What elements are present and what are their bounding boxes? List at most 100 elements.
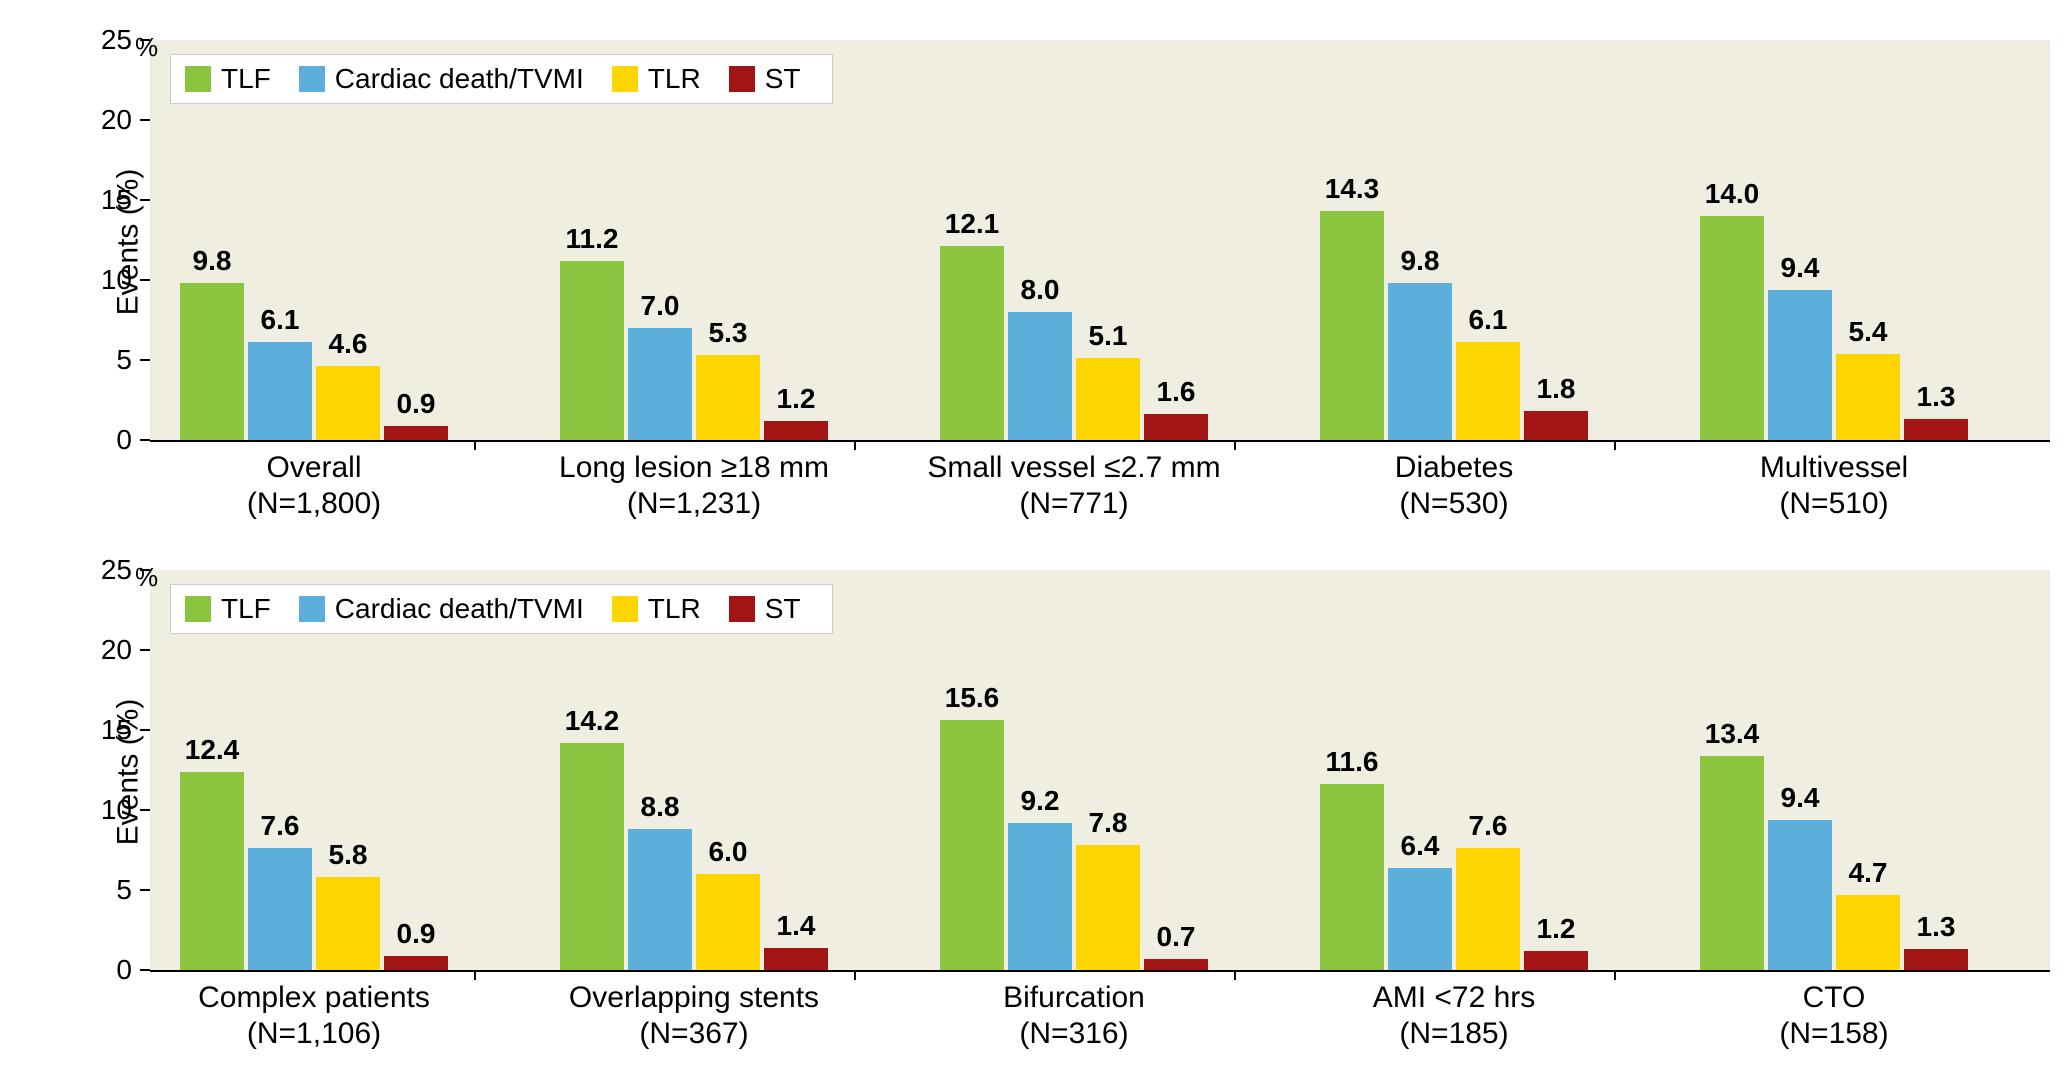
bar-tlf <box>180 283 244 440</box>
category-label-line1: Long lesion ≥18 mm <box>514 450 874 486</box>
category-label-line2: (N=316) <box>894 1016 1254 1052</box>
x-tick-mark <box>1234 970 1236 980</box>
bar-value-label: 9.4 <box>1758 252 1842 284</box>
y-tick-mark <box>140 649 150 651</box>
category-label: Multivessel(N=510) <box>1654 450 2014 522</box>
bar-tlr <box>1836 895 1900 970</box>
bar-tlr <box>1076 845 1140 970</box>
bar-value-label: 7.8 <box>1066 807 1150 839</box>
category-label: CTO(N=158) <box>1654 980 2014 1052</box>
category-label-line2: (N=1,106) <box>134 1016 494 1052</box>
y-axis-unit: % <box>135 32 158 63</box>
bar-value-label: 5.3 <box>686 317 770 349</box>
bar-value-label: 4.6 <box>306 328 390 360</box>
y-tick-label: 15 <box>82 714 132 746</box>
bar-value-label: 9.4 <box>1758 782 1842 814</box>
bar-st <box>1904 419 1968 440</box>
y-tick-mark <box>140 279 150 281</box>
category-label: Long lesion ≥18 mm(N=1,231) <box>514 450 874 522</box>
y-tick-label: 10 <box>82 794 132 826</box>
y-tick-label: 20 <box>82 634 132 666</box>
legend-swatch-tlr <box>612 596 638 622</box>
bar-value-label: 9.8 <box>1378 245 1462 277</box>
bar-tlf <box>1320 211 1384 440</box>
bar-value-label: 0.9 <box>374 388 458 420</box>
x-tick-mark <box>1614 970 1616 980</box>
bar-tlf <box>940 246 1004 440</box>
bar-cdmi <box>248 342 312 440</box>
legend: TLFCardiac death/TVMITLRST <box>170 584 833 634</box>
y-tick-mark <box>140 729 150 731</box>
bar-tlr <box>696 874 760 970</box>
bar-value-label: 7.6 <box>1446 810 1530 842</box>
legend-swatch-st <box>729 596 755 622</box>
bar-tlr <box>316 877 380 970</box>
bar-value-label: 8.0 <box>998 274 1082 306</box>
bar-value-label: 14.3 <box>1310 173 1394 205</box>
bar-st <box>1144 414 1208 440</box>
x-tick-mark <box>854 440 856 450</box>
legend-swatch-tlr <box>612 66 638 92</box>
y-tick-mark <box>140 969 150 971</box>
y-tick-mark <box>140 359 150 361</box>
bar-value-label: 1.4 <box>754 910 838 942</box>
bar-st <box>1144 959 1208 970</box>
category-label: Diabetes(N=530) <box>1274 450 1634 522</box>
bar-st <box>1524 951 1588 970</box>
y-tick-mark <box>140 809 150 811</box>
category-label: Overall(N=1,800) <box>134 450 494 522</box>
bar-value-label: 1.2 <box>754 383 838 415</box>
category-label-line1: Small vessel ≤2.7 mm <box>894 450 1254 486</box>
bar-value-label: 5.1 <box>1066 320 1150 352</box>
bar-tlr <box>696 355 760 440</box>
y-tick-mark <box>140 199 150 201</box>
category-label: Complex patients(N=1,106) <box>134 980 494 1052</box>
bar-tlr <box>316 366 380 440</box>
bar-value-label: 4.7 <box>1826 857 1910 889</box>
category-label-line2: (N=185) <box>1274 1016 1634 1052</box>
bar-group: 13.49.44.71.3 <box>1700 570 1968 970</box>
bar-cdmi <box>1008 312 1072 440</box>
category-label-line1: AMI <72 hrs <box>1274 980 1634 1016</box>
category-label: AMI <72 hrs(N=185) <box>1274 980 1634 1052</box>
y-tick-label: 25 <box>82 24 132 56</box>
bar-value-label: 0.9 <box>374 918 458 950</box>
y-tick-label: 0 <box>82 954 132 986</box>
legend-swatch-st <box>729 66 755 92</box>
bar-value-label: 5.4 <box>1826 316 1910 348</box>
y-tick-mark <box>140 889 150 891</box>
bar-tlf <box>1700 216 1764 440</box>
bar-tlr <box>1836 354 1900 440</box>
legend: TLFCardiac death/TVMITLRST <box>170 54 833 104</box>
bar-value-label: 15.6 <box>930 682 1014 714</box>
bar-value-label: 14.2 <box>550 705 634 737</box>
category-label-line1: Diabetes <box>1274 450 1634 486</box>
bar-value-label: 13.4 <box>1690 718 1774 750</box>
category-label-line2: (N=158) <box>1654 1016 2014 1052</box>
x-tick-mark <box>474 970 476 980</box>
bar-value-label: 12.4 <box>170 734 254 766</box>
y-tick-label: 15 <box>82 184 132 216</box>
chart-page: Events (%)%05101520259.86.14.60.9Overall… <box>0 0 2067 1087</box>
bar-value-label: 8.8 <box>618 791 702 823</box>
x-tick-mark <box>1234 440 1236 450</box>
bar-st <box>1904 949 1968 970</box>
y-tick-label: 5 <box>82 344 132 376</box>
legend-swatch-cdmi <box>299 66 325 92</box>
bar-group: 12.18.05.11.6 <box>940 40 1208 440</box>
chart-panel-bottom: Events (%)%051015202512.47.65.80.9Comple… <box>30 550 2037 1050</box>
legend-label-tlf: TLF <box>221 63 271 95</box>
category-label-line2: (N=530) <box>1274 486 1634 522</box>
bar-value-label: 6.0 <box>686 836 770 868</box>
legend-label-st: ST <box>765 63 801 95</box>
y-tick-mark <box>140 119 150 121</box>
category-label: Overlapping stents(N=367) <box>514 980 874 1052</box>
y-tick-label: 5 <box>82 874 132 906</box>
bar-value-label: 1.3 <box>1894 381 1978 413</box>
category-label-line1: Overall <box>134 450 494 486</box>
bar-value-label: 6.1 <box>1446 304 1530 336</box>
bar-cdmi <box>628 328 692 440</box>
bar-tlf <box>560 743 624 970</box>
bar-tlr <box>1076 358 1140 440</box>
bar-value-label: 11.2 <box>550 223 634 255</box>
